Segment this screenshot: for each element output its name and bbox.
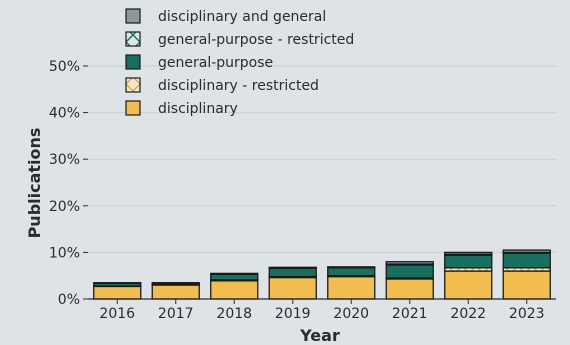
x-tick-label: 2018 xyxy=(216,306,252,322)
x-tick-label: 2017 xyxy=(158,306,194,322)
bar-segment-general-purpose xyxy=(210,273,259,281)
legend-swatch xyxy=(125,77,141,93)
legend-label: general-purpose xyxy=(158,55,273,71)
x-tick-label: 2021 xyxy=(392,306,428,322)
bar-segment-disciplinary xyxy=(385,278,434,300)
y-tick-label: 20% xyxy=(49,199,80,215)
bar-segment-general-purpose xyxy=(385,264,434,279)
bar-segment-disciplinary xyxy=(93,285,142,300)
x-axis-title: Year xyxy=(299,326,340,345)
legend-swatch xyxy=(125,31,141,47)
legend-label: disciplinary xyxy=(158,101,238,117)
bar-segment-general-purpose xyxy=(444,254,493,269)
legend-label: disciplinary - restricted xyxy=(158,78,319,94)
legend-swatch xyxy=(125,8,141,24)
x-tick-label: 2020 xyxy=(333,306,369,322)
x-tick-label: 2023 xyxy=(509,306,545,322)
bar-segment-disciplinary xyxy=(502,270,551,300)
y-axis-title: Publications xyxy=(25,128,44,239)
legend: disciplinary and general general-purpose … xyxy=(125,8,354,117)
bar-segment-disciplinary-and-general xyxy=(268,266,317,269)
x-tick-label: 2019 xyxy=(275,306,311,322)
bar-segment-disciplinary-and-general xyxy=(151,282,200,284)
bar-segment-disciplinary xyxy=(268,276,317,300)
bar-segment-disciplinary-and-general xyxy=(385,261,434,265)
bar-segment-disciplinary-and-general xyxy=(93,282,142,284)
axes: 0% 10% 20% 30% 40% 50% 2016 2017 2018 2019 2020 202… xyxy=(49,59,556,322)
bar-segment-disciplinary-and-general xyxy=(210,272,259,275)
x-tick-label: 2016 xyxy=(99,306,135,322)
y-tick-label: 50% xyxy=(49,59,80,75)
bar-segment-general-purpose xyxy=(502,252,551,269)
legend-label: disciplinary and general xyxy=(158,9,326,25)
bar-segment-general-purpose xyxy=(327,267,376,277)
bar-segment-disciplinary-and-general xyxy=(444,251,493,255)
legend-swatch xyxy=(125,100,141,116)
legend-swatch xyxy=(125,54,141,70)
bars xyxy=(93,249,551,300)
x-tick-label: 2022 xyxy=(450,306,486,322)
legend-label: general-purpose - restricted xyxy=(158,32,354,48)
bar-segment-general-purpose xyxy=(268,267,317,278)
bar-segment-disciplinary-and-general xyxy=(502,249,551,254)
bar-segment-disciplinary xyxy=(210,280,259,300)
y-tick-label: 10% xyxy=(49,245,80,261)
y-tick-label: 30% xyxy=(49,152,80,168)
bar-segment-disciplinary xyxy=(444,270,493,300)
bar-segment-disciplinary xyxy=(151,284,200,300)
y-tick-label: 40% xyxy=(49,106,80,122)
bar-segment-disciplinary xyxy=(327,275,376,300)
y-tick-label: 0% xyxy=(58,292,80,308)
bar-segment-disciplinary-and-general xyxy=(327,266,376,269)
